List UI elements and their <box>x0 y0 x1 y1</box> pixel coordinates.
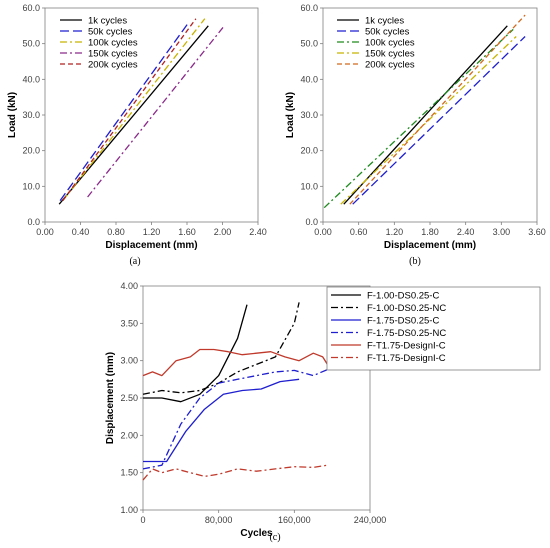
y-tick-label: 3.50 <box>120 318 138 328</box>
x-tick-label: 2.00 <box>214 227 232 237</box>
legend-label: F-1.75-DS0.25-NC <box>367 328 446 339</box>
x-tick-label: 0.80 <box>107 227 125 237</box>
chart-panel-2: 0.00 0.60 1.20 1.80 2.40 3.00 3.60 0.0 10.0 20.0 3… <box>285 3 546 267</box>
x-tick-label: 1.60 <box>178 227 196 237</box>
series-line-4 <box>142 369 328 470</box>
legend-label: F-1.00-DS0.25-C <box>367 291 439 302</box>
y-tick-label: 2.00 <box>120 430 138 440</box>
x-tick-label: 0.00 <box>314 227 332 237</box>
legend-label: 50k cycles <box>88 27 133 38</box>
y-tick-label: 40.0 <box>300 74 318 84</box>
legend-label: 50k cycles <box>365 27 410 38</box>
x-tick-label: 2.40 <box>249 227 267 237</box>
y-tick-label: 1.50 <box>120 468 138 478</box>
legend-label: 150k cycles <box>88 49 138 60</box>
series-line-2 <box>142 302 300 395</box>
panel-caption: (a) <box>129 256 140 267</box>
legend-label: 100k cycles <box>365 38 415 49</box>
series-line-3 <box>143 378 300 463</box>
panel-caption: (c) <box>269 532 280 543</box>
series-line-5 <box>62 18 197 201</box>
y-tick-label: 40.0 <box>22 74 40 84</box>
y-tick-label: 30.0 <box>300 110 318 120</box>
y-tick-label: 60.0 <box>22 3 40 13</box>
x-axis-label: Displacement (mm) <box>384 240 476 251</box>
y-tick-label: 0.0 <box>305 217 318 227</box>
chart-panel-1: 0.00 0.40 0.80 1.20 1.60 2.00 2.40 0.0 10.0 20.0 3… <box>7 3 267 267</box>
x-tick-label: 1.80 <box>421 227 439 237</box>
series-line-2 <box>352 36 526 205</box>
series-line-6 <box>142 464 328 481</box>
series-line-3 <box>323 28 514 209</box>
y-tick-label: 10.0 <box>300 181 318 191</box>
y-tick-label: 0.0 <box>27 217 40 227</box>
legend-label: 150k cycles <box>365 49 415 60</box>
x-tick-label: 1.20 <box>386 227 404 237</box>
y-tick-label: 3.00 <box>120 356 138 366</box>
legend-label: F-T1.75-DesignI-C <box>367 341 446 352</box>
legend-label: 100k cycles <box>88 38 138 49</box>
y-axis-label: Load (kN) <box>7 92 18 138</box>
chart-panel-3: 0 80,000 160,000 240,000 1.00 1.50 2.00 2.50 3.0… <box>105 281 541 543</box>
x-tick-label: 0 <box>140 515 145 525</box>
legend-label: 200k cycles <box>88 60 138 71</box>
x-tick-label: 160,000 <box>278 515 311 525</box>
y-tick-label: 50.0 <box>22 39 40 49</box>
series-line-1 <box>143 304 248 403</box>
y-tick-label: 20.0 <box>22 146 40 156</box>
legend-box <box>326 286 541 371</box>
y-tick-label: 1.00 <box>120 505 138 515</box>
x-tick-label: 0.00 <box>36 227 54 237</box>
x-axis-label: Displacement (mm) <box>105 240 197 251</box>
legend: F-1.00-DS0.25-CF-1.00-DS0.25-NC F-1.75-DS… <box>326 286 541 371</box>
legend-label: F-1.00-DS0.25-NC <box>367 303 446 314</box>
x-tick-label: 3.00 <box>493 227 511 237</box>
legend-label: F-T1.75-DesignI-C <box>367 353 446 364</box>
x-axis-label: Cycles <box>240 528 273 539</box>
x-tick-label: 0.60 <box>350 227 368 237</box>
legend-label: 200k cycles <box>365 60 415 71</box>
y-tick-label: 10.0 <box>22 181 40 191</box>
series-line-5 <box>142 348 328 377</box>
x-tick-label: 2.40 <box>457 227 475 237</box>
series-line-1 <box>343 25 508 205</box>
x-tick-label: 0.40 <box>72 227 90 237</box>
series-line-5 <box>349 14 526 205</box>
legend-label: 1k cycles <box>365 16 404 27</box>
panel-caption: (b) <box>409 256 421 267</box>
y-tick-label: 2.50 <box>120 393 138 403</box>
plot-frame <box>44 7 259 223</box>
legend-label: F-1.75-DS0.25-C <box>367 316 439 327</box>
series-line-3 <box>62 18 206 201</box>
series-line-2 <box>59 21 190 201</box>
x-tick-label: 1.20 <box>143 227 161 237</box>
series-line-1 <box>58 25 209 205</box>
y-tick-label: 20.0 <box>300 146 318 156</box>
y-axis-label: Displacement (mm) <box>105 352 116 444</box>
series-line-4 <box>87 25 225 198</box>
x-tick-label: 3.60 <box>528 227 546 237</box>
y-tick-label: 30.0 <box>22 110 40 120</box>
x-tick-label: 240,000 <box>354 515 387 525</box>
y-tick-label: 50.0 <box>300 39 318 49</box>
y-axis-label: Load (kN) <box>285 92 296 138</box>
x-tick-label: 80,000 <box>205 515 233 525</box>
series-line-4 <box>340 36 517 205</box>
y-tick-label: 60.0 <box>300 3 318 13</box>
legend-label: 1k cycles <box>88 16 127 27</box>
y-tick-label: 4.00 <box>120 281 138 291</box>
